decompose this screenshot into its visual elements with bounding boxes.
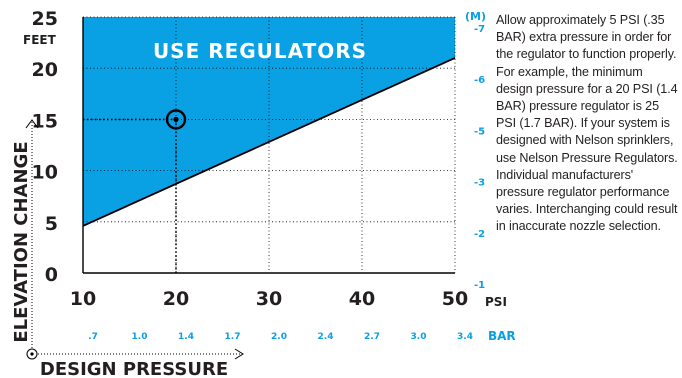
x-axis-arrow-head [234,348,244,360]
y-unit-label: FEET [23,33,57,47]
x-secondary-tick-label: 2.0 [271,332,287,342]
y-secondary-tick-label: -2 [474,229,485,240]
example-point [173,116,179,122]
y-secondary-unit-label: (M) [465,10,486,23]
boundary-line [82,57,456,227]
y-tick-label: 5 [45,213,58,235]
x-secondary-unit-label: BAR [488,329,516,343]
y-tick-label: 15 [32,110,58,132]
x-tick-label: 20 [163,288,189,310]
y-secondary-tick-label: -7 [474,24,485,35]
x-tick-label: 50 [442,288,468,310]
y-axis-arrow-head [25,119,39,129]
x-secondary-tick-label: 1.0 [132,332,148,342]
y-secondary-tick-label: -5 [474,126,485,137]
regulator-note: Allow approximately 5 PSI (.35 BAR) extr… [496,13,678,234]
y-secondary-tick-label: -6 [474,75,485,86]
y-tick-label: 20 [32,59,58,81]
regulator-region [83,17,455,226]
x-secondary-tick-label: 3.0 [411,332,427,342]
x-axis-title: DESIGN PRESSURE [40,359,228,378]
y-tick-label: 10 [32,162,58,184]
example-point-ring [165,109,187,130]
y-secondary-tick-label: -1 [474,280,485,291]
y-tick-label: 25 [32,8,58,30]
x-secondary-tick-label: 2.4 [318,332,334,342]
x-secondary-tick-label: 1.7 [225,332,241,342]
x-tick-label: 30 [256,288,282,310]
x-secondary-tick-label: 1.4 [178,332,194,342]
y-tick-label: 0 [45,264,58,286]
x-secondary-tick-label: 3.4 [457,332,473,342]
x-tick-label: 10 [70,288,96,310]
x-unit-label: PSI [485,295,507,309]
axis-origin-dot [30,352,34,356]
y-axis-title: ELEVATION CHANGE [11,141,32,342]
x-tick-label: 40 [349,288,375,310]
y-secondary-tick-label: -3 [474,178,485,189]
x-secondary-tick-label: .7 [88,332,98,342]
region-banner-label: USE REGULATORS [153,39,367,63]
x-secondary-tick-label: 2.7 [364,332,380,342]
